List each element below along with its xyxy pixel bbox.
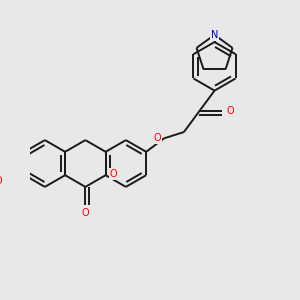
Text: O: O <box>110 169 118 179</box>
Text: O: O <box>153 133 161 143</box>
Text: O: O <box>82 208 89 218</box>
Text: O: O <box>0 176 2 187</box>
Text: N: N <box>211 30 218 40</box>
Text: O: O <box>227 106 235 116</box>
